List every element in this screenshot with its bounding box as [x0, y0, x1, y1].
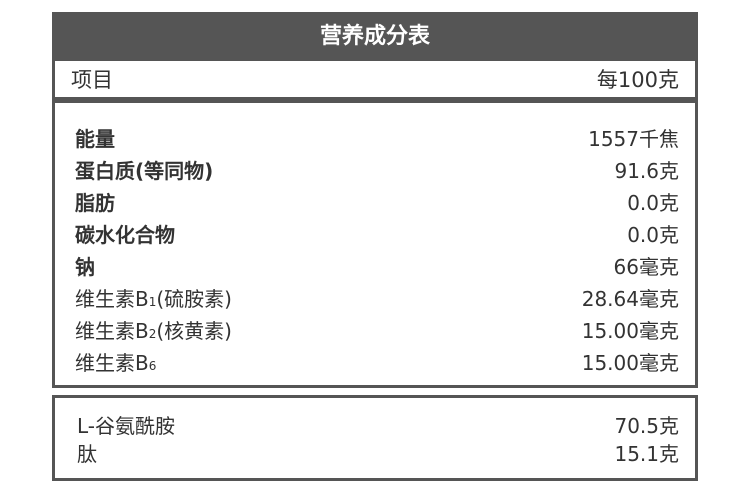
nutrient-value: 0.0克: [627, 191, 679, 215]
extra-row: L-谷氨酰胺 70.5克: [77, 412, 679, 440]
nutrient-name: 维生素B1(硫胺素): [75, 283, 232, 315]
nutrient-row: 维生素B2(核黄素) 15.00毫克: [75, 315, 679, 347]
nutrient-row: 脂肪 0.0克: [75, 187, 679, 219]
nutrient-name-base: 维生素B: [75, 287, 149, 311]
nutrient-name-suffix: (硫胺素): [156, 287, 232, 311]
nutrient-name-base: 维生素B: [75, 351, 149, 375]
nutrient-name: 能量: [75, 127, 115, 151]
nutrient-subscript: 1: [148, 295, 157, 309]
extra-row: 肽 15.1克: [77, 440, 679, 468]
nutrient-row: 维生素B6 15.00毫克: [75, 347, 679, 379]
nutrient-value: 1557千焦: [588, 127, 679, 151]
table-header-row: 项目 每100克: [55, 61, 695, 97]
nutrient-value: 66毫克: [613, 255, 679, 279]
extra-value: 15.1克: [614, 442, 679, 466]
nutrient-name: 维生素B6: [75, 347, 156, 379]
nutrient-value: 15.00毫克: [581, 319, 679, 343]
nutrient-row: 维生素B1(硫胺素) 28.64毫克: [75, 283, 679, 315]
extra-value: 70.5克: [614, 414, 679, 438]
nutrient-name-base: 维生素B: [75, 319, 149, 343]
nutrient-name: 钠: [75, 255, 95, 279]
nutrient-name: 蛋白质(等同物): [75, 159, 214, 183]
nutrient-name: 碳水化合物: [75, 223, 175, 247]
nutrient-row: 碳水化合物 0.0克: [75, 219, 679, 251]
per-100g-header: 每100克: [596, 68, 679, 92]
nutrient-value: 15.00毫克: [581, 351, 679, 375]
nutrient-row: 钠 66毫克: [75, 251, 679, 283]
table-title: 营养成分表: [319, 24, 430, 49]
nutrient-value: 0.0克: [627, 223, 679, 247]
nutrient-subscript: 6: [148, 359, 157, 373]
nutrient-name: 维生素B2(核黄素): [75, 315, 232, 347]
nutrient-value: 91.6克: [614, 159, 679, 183]
extras-table: L-谷氨酰胺 70.5克 肽 15.1克: [52, 395, 698, 481]
nutrient-row: 能量 1557千焦: [75, 123, 679, 155]
nutrient-subscript: 2: [148, 327, 157, 341]
nutrient-row: 蛋白质(等同物) 91.6克: [75, 155, 679, 187]
item-header: 项目: [71, 68, 113, 92]
nutrient-name-suffix: (核黄素): [156, 319, 232, 343]
extra-name: L-谷氨酰胺: [77, 414, 176, 438]
nutrient-list: 能量 1557千焦 蛋白质(等同物) 91.6克 脂肪 0.0克 碳水化合物 0.0克 …: [55, 103, 695, 385]
extra-name: 肽: [77, 442, 97, 466]
nutrient-value: 28.64毫克: [581, 287, 679, 311]
nutrition-table: 营养成分表 项目 每100克 能量 1557千焦 蛋白质(等同物) 91.6克 脂肪…: [52, 12, 698, 388]
nutrient-name: 脂肪: [75, 191, 115, 215]
